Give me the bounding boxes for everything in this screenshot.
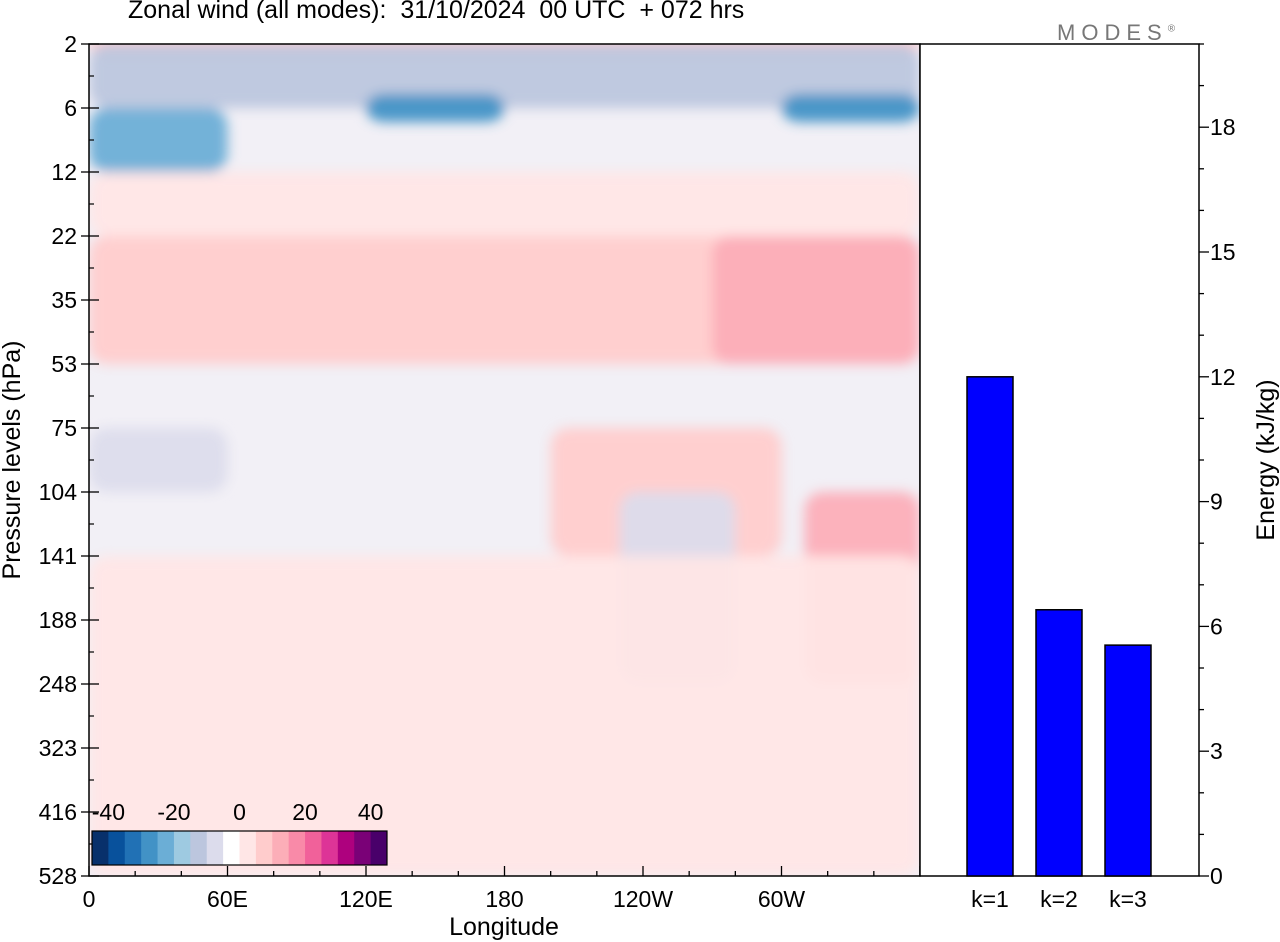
colorbar-swatch (173, 831, 191, 865)
colorbar-swatch (370, 831, 388, 865)
y-tick-label: 104 (39, 479, 78, 505)
heatmap-cell (366, 94, 505, 122)
heatmap-regions (89, 44, 920, 876)
bar-y-tick-label: 15 (1210, 239, 1236, 265)
colorbar-swatch (305, 831, 322, 865)
colorbar-swatch (288, 831, 306, 865)
colorbar-legend: -40 -20 0 20 40 (91, 799, 388, 866)
y-tick-label: 416 (39, 799, 77, 825)
heatmap-cell (712, 236, 920, 364)
colorbar-tick-label: -20 (157, 799, 190, 825)
y-tick-label: 248 (39, 671, 77, 697)
colorbar-swatch (255, 831, 273, 865)
x-axis-label: Longitude (449, 913, 559, 941)
heatmap-cell (781, 94, 920, 122)
y-axis-label: Pressure levels (hPa) (0, 341, 26, 580)
colorbar-swatch (321, 831, 339, 865)
bar-y-tick-label: 12 (1210, 364, 1236, 390)
y-tick-label: 35 (51, 287, 77, 313)
x-tick-label: 180 (485, 886, 523, 912)
bar-series (966, 376, 1152, 877)
colorbar-swatch (124, 831, 142, 865)
y-tick-label: 188 (39, 607, 77, 633)
heatmap-panel: 0 60E 120E 180 120W 60W 2 6 12 22 35 53 75 104 141 188… (0, 31, 921, 941)
heatmap-cell (89, 44, 920, 108)
heatmap-x-axis: 0 60E 120E 180 120W 60W (83, 866, 921, 912)
colorbar-swatch (157, 831, 175, 865)
heatmap-cell (89, 172, 920, 236)
y-tick-label: 323 (39, 735, 77, 761)
bar-y-tick-label: 0 (1210, 863, 1223, 889)
x-tick-label: 60E (207, 886, 248, 912)
bar (966, 376, 1014, 877)
colorbar-swatch (239, 831, 257, 865)
bar-category-label: k=2 (1040, 886, 1078, 912)
colorbar-swatch (272, 831, 290, 865)
y-tick-label: 2 (64, 31, 77, 57)
colorbar-swatch (337, 831, 355, 865)
y-tick-label: 22 (51, 223, 77, 249)
modes-logo: MODES® (1057, 20, 1175, 46)
bar-y-tick-label: 6 (1210, 613, 1223, 639)
y-tick-label: 53 (51, 351, 77, 377)
heatmap-cell (89, 556, 920, 876)
heatmap-cell (89, 428, 228, 492)
bar-y-tick-label: 9 (1210, 489, 1223, 515)
colorbar-tick-label: 20 (292, 799, 318, 825)
colorbar-frame (91, 830, 388, 866)
logo-mark: ® (1167, 23, 1176, 35)
colorbar-tick-label: 40 (358, 799, 384, 825)
bar (1035, 609, 1083, 877)
bar (1104, 644, 1152, 877)
heatmap-field (89, 44, 920, 876)
colorbar-swatch (108, 831, 126, 865)
y-tick-label: 75 (51, 415, 77, 441)
x-tick-label: 120E (339, 886, 393, 912)
logo-text: MODES (1057, 20, 1168, 45)
x-tick-label: 0 (83, 886, 96, 912)
colorbar-swatch (223, 831, 240, 865)
colorbar-swatch (92, 831, 109, 865)
bar-y-axis-label: Energy (kJ/kg) (1252, 379, 1280, 540)
colorbar-tick-label: -40 (92, 799, 125, 825)
x-tick-label: 60W (758, 886, 806, 912)
y-tick-label: 6 (64, 95, 77, 121)
heatmap-y-axis: 2 6 12 22 35 53 75 104 141 188 248 323 416 528 (39, 31, 99, 889)
bar-y-tick-label: 18 (1210, 114, 1236, 140)
colorbar-swatch (141, 831, 159, 865)
y-tick-label: 12 (51, 159, 77, 185)
x-tick-label: 120W (613, 886, 673, 912)
heatmap-cell (89, 108, 228, 172)
y-tick-label: 528 (39, 863, 77, 889)
bar-category-label: k=3 (1109, 886, 1147, 912)
colorbar-tick-label: 0 (233, 799, 246, 825)
colorbar-swatch (354, 831, 372, 865)
bar-category-label: k=1 (971, 886, 1009, 912)
bar-y-tick-label: 3 (1210, 738, 1223, 764)
chart-title: Zonal wind (all modes): 31/10/2024 00 UT… (128, 0, 745, 24)
colorbar-swatch (206, 831, 224, 865)
bar-x-axis: k=1 k=2 k=3 (971, 886, 1147, 912)
y-tick-label: 141 (39, 543, 77, 569)
colorbar-swatch (190, 831, 208, 865)
bar-panel: k=1 k=2 k=3 0 3 6 9 12 15 18 Energy (kJ/kg) (919, 43, 1280, 912)
bar-y-axis: 0 3 6 9 12 15 18 (1199, 43, 1236, 889)
